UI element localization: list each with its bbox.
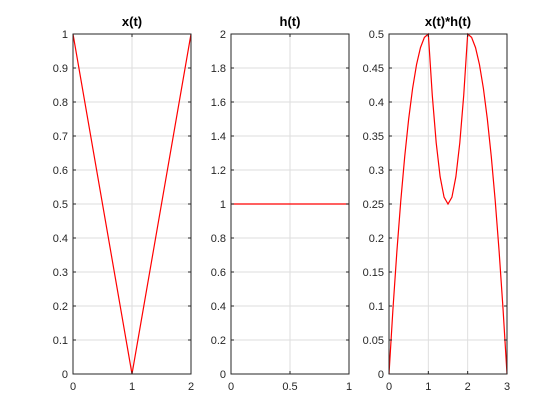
y-tick-label: 0.05 <box>363 335 384 347</box>
subplot-h: h(t) 0 0.5 1 0 0.2 0.4 0.6 0.8 1 1.2 1.4 1.6 1.8 2 <box>211 14 352 393</box>
x-tick-label: 0 <box>228 381 234 393</box>
y-tick-label: 0.35 <box>363 131 384 143</box>
y-tick-label: 0.45 <box>363 63 384 75</box>
y-tick-label: 0.2 <box>211 335 226 347</box>
subplot-title: h(t) <box>280 14 301 29</box>
series-line <box>388 32 508 375</box>
y-tick-label: 0.1 <box>53 335 68 347</box>
y-tick-label: 1.4 <box>211 131 226 143</box>
x-tick-label: 0 <box>386 381 392 393</box>
y-tick-label: 0 <box>220 369 226 381</box>
x-tick-label: 1 <box>425 381 431 393</box>
x-tick-label: 0.5 <box>282 381 297 393</box>
y-tick-label: 0.6 <box>53 165 68 177</box>
x-tick-label: 2 <box>188 381 194 393</box>
y-tick-label: 1 <box>62 29 68 41</box>
x-tick-label: 1 <box>129 381 135 393</box>
y-tick-label: 0.3 <box>53 267 68 279</box>
y-tick-label: 1.2 <box>211 165 226 177</box>
y-tick-label: 0.4 <box>211 301 226 313</box>
subplot-title: x(t) <box>122 14 142 29</box>
y-tick-label: 0.25 <box>363 199 384 211</box>
y-tick-label: 1 <box>220 199 226 211</box>
y-tick-label: 1.6 <box>211 97 226 109</box>
subplot-x: x(t) 0 1 2 0 0.1 0.2 0.3 0.4 0.5 0.6 0.7 0.8 0.9 1 <box>53 14 194 393</box>
x-tick-label: 0 <box>70 381 76 393</box>
y-tick-label: 0.15 <box>363 267 384 279</box>
y-tick-label: 0.9 <box>53 63 68 75</box>
y-tick-label: 0.2 <box>369 233 384 245</box>
x-tick-label: 3 <box>504 381 510 393</box>
y-tick-label: 0.6 <box>211 267 226 279</box>
y-tick-label: 0.4 <box>53 233 68 245</box>
subplot-title: x(t)*h(t) <box>425 14 471 29</box>
y-tick-label: 0.8 <box>53 97 68 109</box>
y-tick-label: 0.2 <box>53 301 68 313</box>
y-tick-label: 2 <box>220 29 226 41</box>
y-tick-label: 0.4 <box>369 97 384 109</box>
y-tick-label: 0 <box>62 369 68 381</box>
y-tick-label: 0.5 <box>369 29 384 41</box>
y-tick-label: 0.8 <box>211 233 226 245</box>
y-tick-label: 0.1 <box>369 301 384 313</box>
subplot-convolution: x(t)*h(t) 0 1 2 3 0 0.05 0.1 0.15 0.2 0.25 0.3 0.35… <box>363 14 510 393</box>
y-tick-label: 0.3 <box>369 165 384 177</box>
x-tick-label: 2 <box>465 381 471 393</box>
y-tick-label: 1.8 <box>211 63 226 75</box>
x-tick-label: 1 <box>346 381 352 393</box>
y-tick-label: 0 <box>378 369 384 381</box>
y-tick-label: 0.5 <box>53 199 68 211</box>
y-tick-label: 0.7 <box>53 131 68 143</box>
